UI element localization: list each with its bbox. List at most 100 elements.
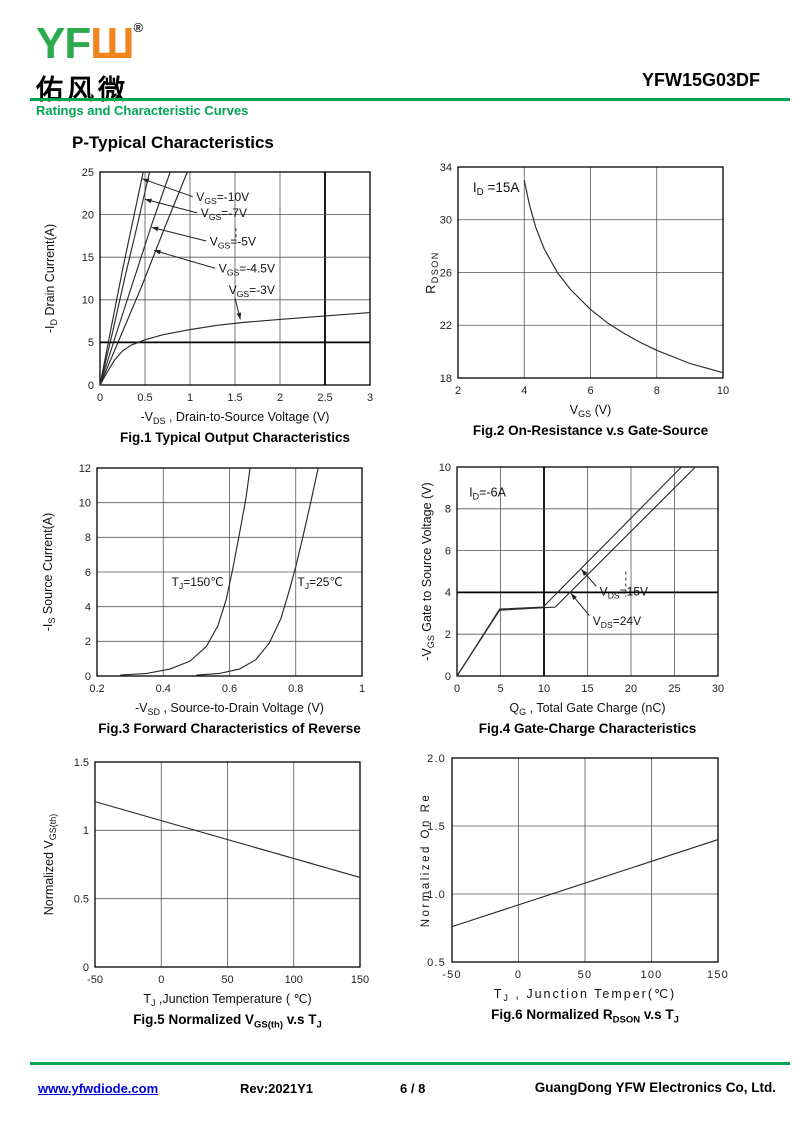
y-tick-label: 2.0: [427, 753, 446, 765]
x-tick-label: 0.4: [156, 683, 171, 695]
x-tick-label: 4: [521, 385, 527, 397]
arrowhead: [151, 226, 159, 232]
x-tick-label: 150: [351, 974, 369, 986]
y-tick-label: 8: [85, 532, 91, 544]
y-tick-label: 10: [82, 295, 94, 307]
x-tick-label: 1: [359, 683, 365, 695]
registered-trademark-icon: ®: [133, 20, 144, 35]
y-tick-label: 4: [85, 601, 91, 613]
curve-label: TJ=150℃: [172, 575, 224, 591]
x-tick-label: 30: [712, 683, 724, 695]
revision-label: Rev:2021Y1: [240, 1081, 313, 1096]
part-number: YFW15G03DF: [641, 70, 760, 90]
y-axis-title: -IS Source Current(A): [41, 513, 57, 632]
x-axis-title: TJ , Junction Temper(℃): [494, 987, 676, 1003]
y-tick-label: 0: [88, 380, 94, 392]
series-VGS--5V: [99, 171, 171, 386]
arrowhead: [570, 593, 577, 600]
x-tick-label: -50: [442, 969, 462, 981]
x-tick-label: 15: [581, 683, 593, 695]
x-tick-label: 1: [187, 392, 193, 404]
series-VGS--7V: [99, 171, 151, 386]
x-tick-label: 0.5: [137, 392, 152, 404]
logo-w-glyph: Ш: [90, 19, 134, 68]
plot-frame: [451, 757, 719, 963]
x-axis-title: QG , Total Gate Charge (nC): [509, 701, 665, 717]
fig1-caption: Fig.1 Typical Output Characteristics: [119, 430, 351, 445]
fig3-caption: Fig.3 Forward Characteristics of Reverse: [98, 721, 361, 736]
y-tick-label: 30: [440, 215, 452, 227]
logo-yf-text: YF: [36, 19, 91, 68]
y-tick-label: 0: [85, 671, 91, 683]
fig5-caption: Fig.5 Normalized VGS(th) v.s TJ: [133, 1012, 322, 1031]
website-link[interactable]: www.yfwdiode.com: [38, 1081, 159, 1096]
y-tick-label: 8: [445, 504, 451, 516]
y-tick-label: 4: [445, 587, 451, 599]
x-tick-label: 5: [497, 683, 503, 695]
arrowhead: [142, 178, 150, 184]
plot-frame: [94, 761, 361, 968]
curve-label: VGS=-7V: [201, 206, 247, 222]
x-tick-label: 0: [97, 392, 103, 404]
x-tick-label: 50: [578, 969, 593, 981]
x-tick-label: 0: [515, 969, 522, 981]
y-tick-label: 2: [445, 629, 451, 641]
x-tick-label: 25: [668, 683, 680, 695]
series-Normalized-VGS-th-: [94, 801, 361, 879]
curve-label: VGS=-4.5V: [219, 262, 275, 278]
arrowhead: [145, 198, 152, 204]
fig4-caption: Fig.4 Gate-Charge Characteristics: [478, 721, 697, 736]
x-axis-title: TJ ,Junction Temperature ( ℃): [143, 992, 311, 1008]
curve-label: VGS=-3V: [229, 283, 275, 299]
y-tick-label: 1.5: [427, 821, 446, 833]
y-tick-label: 15: [82, 252, 94, 264]
header-divider: [30, 98, 790, 101]
page-number: 6 / 8: [400, 1081, 426, 1096]
figure-4: 0 5 10 15 20 25 30 0 2 4 6 8 10 VDS=15V VDS=24V ID=-6A Q…: [420, 452, 790, 736]
x-tick-label: 8: [654, 385, 660, 397]
y-tick-label: 5: [88, 337, 94, 349]
y-tick-label: 1: [83, 825, 89, 837]
arrowhead: [154, 249, 161, 255]
y-tick-label: 1.0: [427, 889, 446, 901]
y-tick-label: 0.5: [427, 957, 446, 969]
y-tick-label: 25: [82, 167, 94, 179]
arrowhead: [236, 312, 242, 320]
x-tick-label: 10: [717, 385, 729, 397]
company-name: GuangDong YFW Electronics Co, Ltd.: [534, 1080, 776, 1095]
series-VGS--3V: [99, 312, 371, 386]
x-tick-label: 3: [367, 392, 373, 404]
y-tick-label: 0: [83, 962, 89, 974]
y-tick-label: 22: [440, 320, 452, 332]
curve-label: VDS=15V: [600, 585, 648, 601]
x-tick-label: 0: [158, 974, 164, 986]
yfw-logo: YFШ® 佑风微: [36, 6, 143, 107]
annotation: ID=-6A: [469, 485, 506, 501]
figure-1: 0 0.5 1 1.5 2 2.5 3 0 5 10 15 20 25 VGS=-10V VGS=-7V VG…: [36, 158, 416, 445]
x-tick-label: 10: [538, 683, 550, 695]
plot-frame: [456, 466, 719, 677]
y-tick-label: 18: [440, 373, 452, 385]
y-tick-label: 6: [85, 567, 91, 579]
y-tick-label: 0.5: [74, 893, 89, 905]
curve-label: VGS=-10V: [196, 190, 249, 206]
curve-label: VGS=-5V: [210, 234, 256, 250]
logo-chinese-name: 佑风微: [36, 75, 129, 105]
plot-frame: [99, 171, 371, 386]
y-tick-label: 20: [82, 209, 94, 221]
x-axis-title: -VDS , Drain-to-Source Voltage (V): [141, 410, 330, 426]
series-TJ-150-C: [120, 467, 251, 676]
y-axis-title: RDSON: [424, 251, 440, 294]
figure-6: -50 0 50 100 150 0.5 1.0 1.5 2.0 TJ , Junction Te…: [420, 745, 790, 1026]
series-RDSON-at-ID-15A: [523, 180, 724, 374]
x-tick-label: -50: [87, 974, 103, 986]
series-Normalized-RDSON: [451, 839, 719, 928]
x-tick-label: 150: [707, 969, 729, 981]
x-tick-label: 1.5: [227, 392, 242, 404]
fig6-caption: Fig.6 Normalized RDSON v.s TJ: [491, 1007, 679, 1026]
x-tick-label: 0.8: [288, 683, 303, 695]
